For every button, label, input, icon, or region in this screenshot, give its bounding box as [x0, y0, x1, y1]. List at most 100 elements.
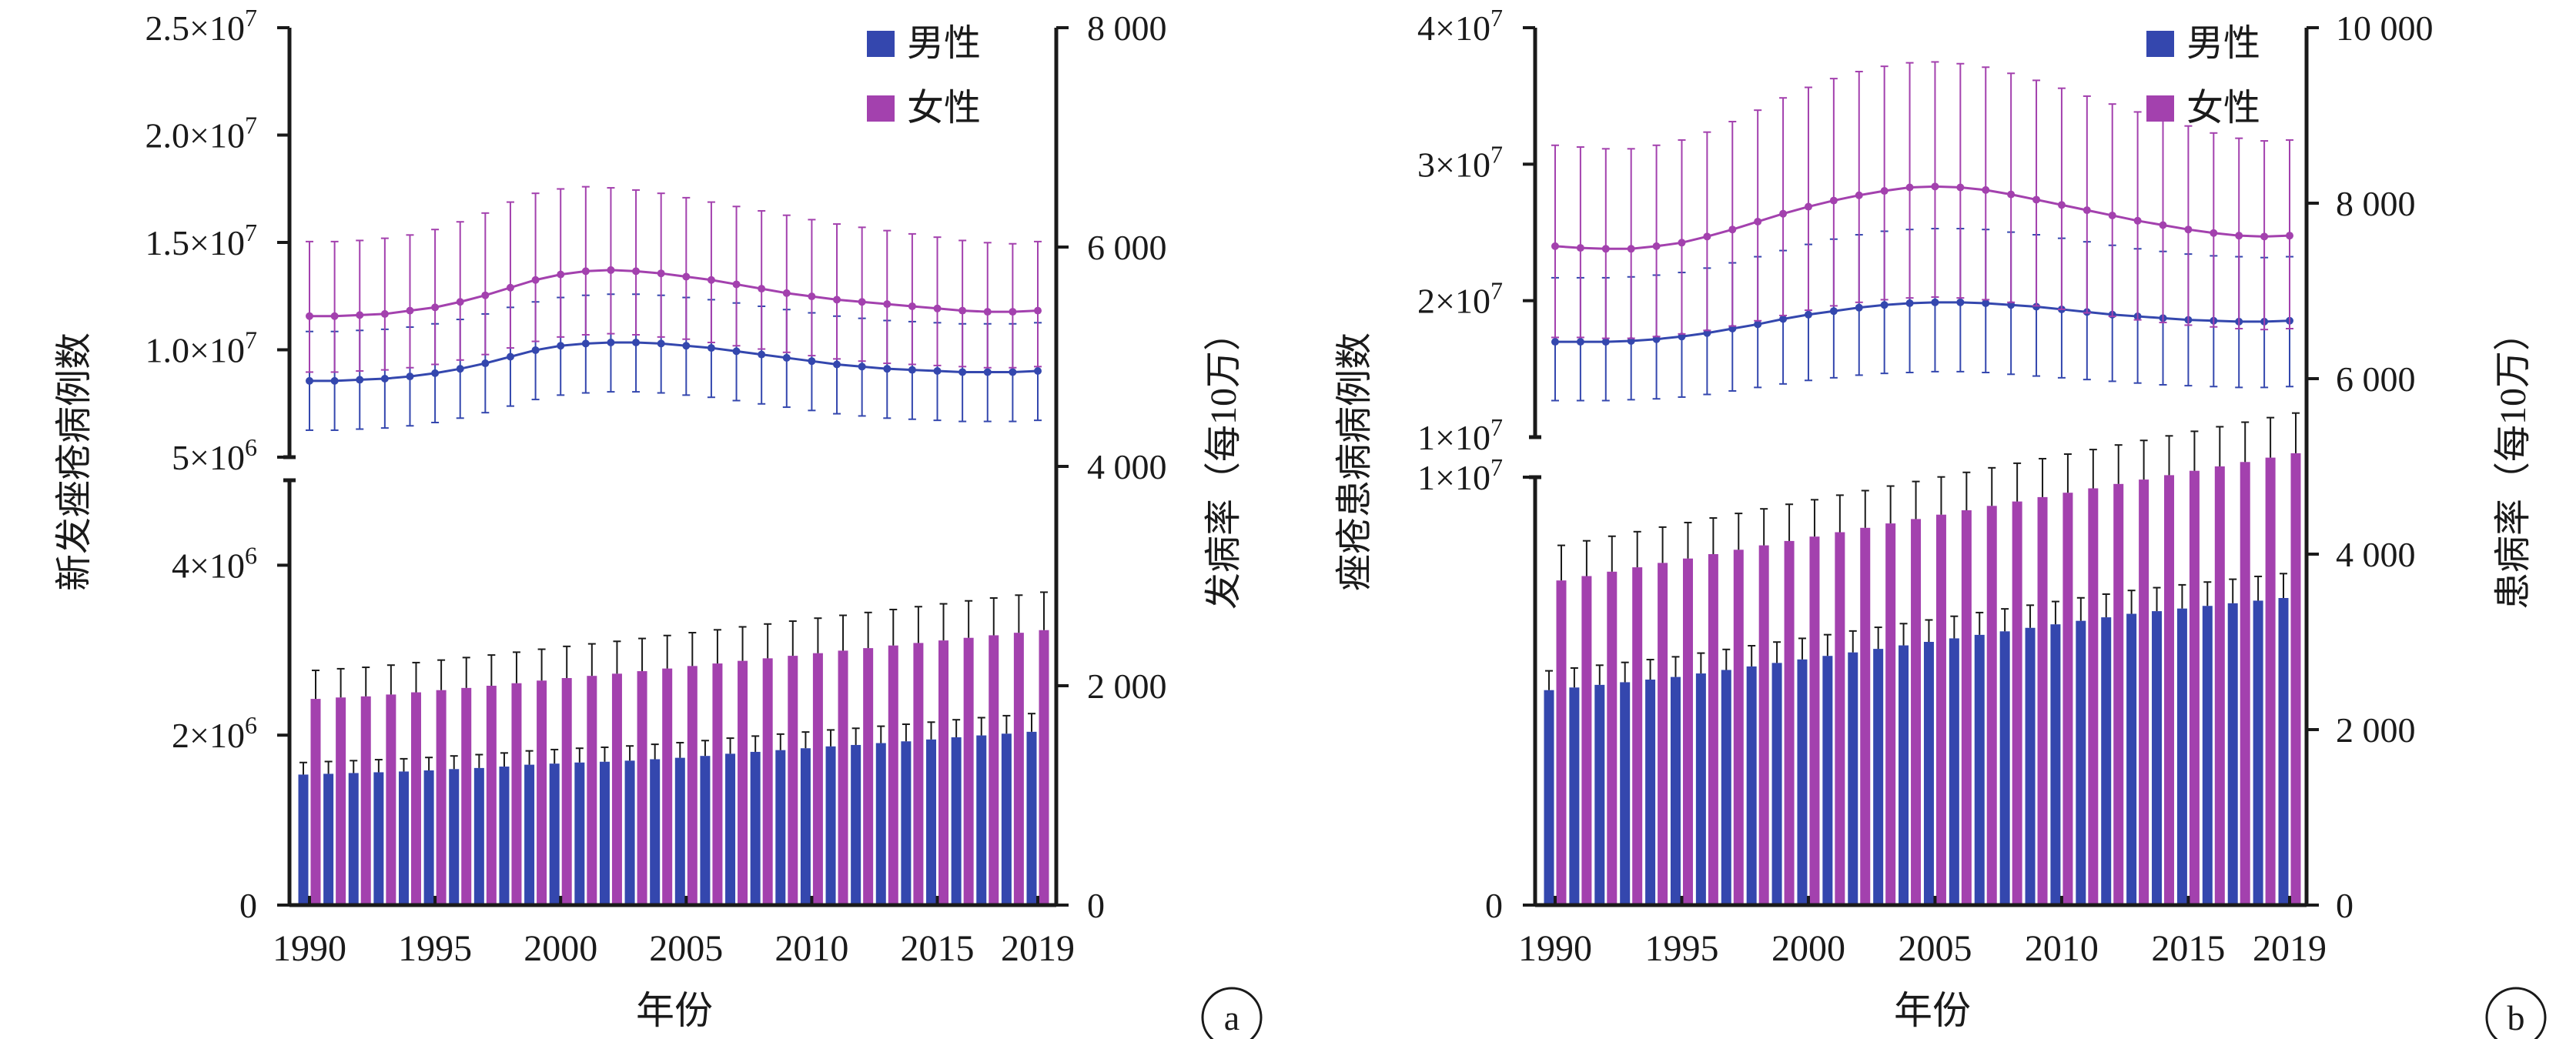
line-point-male-2001	[1829, 307, 1838, 316]
bar-female-1998	[1758, 545, 1769, 905]
line-point-male-2019	[1034, 367, 1042, 376]
bar-male-1995	[1670, 677, 1681, 905]
bar-female-2016	[2214, 466, 2225, 905]
line-point-male-1992	[356, 376, 364, 384]
line-point-male-2007	[1982, 299, 1990, 307]
line-point-female-2019	[2286, 232, 2293, 240]
bar-male-1996	[449, 769, 460, 905]
y-tick-label-left: 2.5×107	[146, 4, 257, 48]
line-point-male-2011	[833, 360, 841, 369]
y-tick-label-left: 1.0×107	[146, 326, 257, 370]
bar-female-2015	[938, 640, 949, 905]
bar-series-group	[1544, 412, 2301, 905]
legend: 男性 女性	[2146, 23, 2260, 129]
bar-female-2010	[812, 653, 823, 905]
line-point-female-1997	[1728, 226, 1737, 234]
bar-female-1998	[511, 683, 522, 905]
line-point-female-2014	[908, 302, 916, 310]
axes-group: 0 2×106 4×106 5×106 1.0×107 1.5×107 2.0×107 2.5…	[146, 4, 1167, 969]
bar-male-2007	[1974, 634, 1985, 905]
bar-female-2007	[738, 660, 748, 905]
bar-male-1999	[524, 764, 535, 905]
line-point-male-1998	[1754, 320, 1762, 329]
bar-female-1995	[436, 690, 447, 905]
line-point-female-1991	[1576, 244, 1584, 252]
bar-male-1998	[499, 767, 510, 905]
line-point-male-1994	[406, 373, 414, 381]
bar-female-1994	[410, 692, 421, 905]
line-point-female-1996	[1703, 232, 1711, 241]
bar-male-1994	[1645, 680, 1656, 905]
bar-male-1996	[1695, 673, 1706, 905]
legend-swatch-male	[2146, 31, 2174, 57]
x-tick-label: 2010	[2025, 928, 2099, 969]
bar-female-1991	[1581, 576, 1592, 905]
line-point-female-1992	[1601, 245, 1610, 253]
line-point-female-1993	[1627, 245, 1635, 253]
bar-male-2005	[1923, 642, 1934, 905]
line-series-group	[1551, 61, 2293, 402]
panel-label-badge: b	[2485, 987, 2547, 1039]
bar-male-2003	[624, 760, 635, 905]
bar-female-2007	[1986, 506, 1997, 905]
line-point-female-1997	[481, 291, 490, 299]
line-point-male-2007	[732, 347, 741, 356]
line-point-female-1994	[1652, 242, 1661, 250]
line-point-female-2019	[1034, 306, 1042, 315]
line-point-male-2000	[557, 342, 565, 350]
line-point-male-2006	[707, 344, 715, 352]
legend-label-male: 男性	[907, 23, 981, 64]
y-tick-label-left: 0	[1485, 886, 1503, 925]
line-point-male-2004	[657, 339, 665, 348]
line-point-female-2016	[958, 306, 967, 315]
line-point-female-2005	[682, 272, 691, 281]
x-tick-label: 2010	[774, 928, 848, 969]
line-point-female-2010	[2057, 201, 2066, 209]
y-tick-label-right: 6 000	[2336, 359, 2416, 399]
line-point-female-2013	[2133, 216, 2142, 225]
bar-female-2008	[762, 658, 773, 905]
bar-female-2004	[1911, 519, 1922, 905]
bar-female-2002	[1860, 527, 1871, 905]
bar-male-2019	[1026, 731, 1037, 905]
line-point-male-1999	[1779, 315, 1788, 323]
y-tick-label-right: 0	[1087, 886, 1105, 925]
bar-female-1993	[1632, 567, 1643, 905]
bar-female-2016	[963, 637, 974, 905]
y-tick-label-left: 2×106	[172, 711, 257, 755]
line-point-female-2002	[1855, 191, 1863, 199]
bar-female-1990	[310, 699, 321, 905]
line-point-female-1993	[380, 309, 389, 318]
y-axis-title-left: 痤疮患病病例数	[1334, 332, 1375, 591]
bar-male-2006	[700, 756, 711, 905]
bar-male-2003	[1873, 649, 1884, 905]
line-series-male	[309, 341, 1039, 383]
line-point-female-2001	[1829, 196, 1838, 205]
bar-male-2009	[775, 750, 786, 905]
line-point-male-1995	[431, 369, 440, 377]
bar-male-2016	[2202, 606, 2213, 905]
bar-female-2018	[1013, 633, 1024, 905]
chart-panel-b: 0 1×107 2×107 3×107 4×107 1×107 0 2 000 4 000 6 0…	[1334, 4, 2547, 1039]
bar-female-1997	[486, 686, 497, 905]
bar-male-2014	[2152, 611, 2163, 905]
bar-female-2015	[2189, 470, 2200, 905]
bar-male-1998	[1746, 666, 1757, 905]
line-point-male-1990	[306, 376, 313, 385]
bar-male-2012	[851, 744, 861, 905]
line-point-male-2006	[1956, 298, 1965, 306]
line-point-male-2003	[632, 338, 641, 346]
x-tick-label: 1995	[398, 928, 472, 969]
legend-label-female: 女性	[907, 88, 981, 129]
line-point-female-2000	[1804, 202, 1812, 211]
line-point-male-2001	[581, 339, 590, 348]
line-point-female-2006	[707, 276, 715, 284]
bar-female-1995	[1682, 558, 1693, 905]
bar-female-2013	[2139, 479, 2149, 905]
bar-female-2019	[2290, 453, 2301, 905]
line-point-female-2011	[833, 296, 841, 304]
bar-female-2001	[587, 676, 597, 905]
bar-female-1992	[1607, 571, 1618, 905]
line-point-female-2007	[732, 280, 741, 289]
